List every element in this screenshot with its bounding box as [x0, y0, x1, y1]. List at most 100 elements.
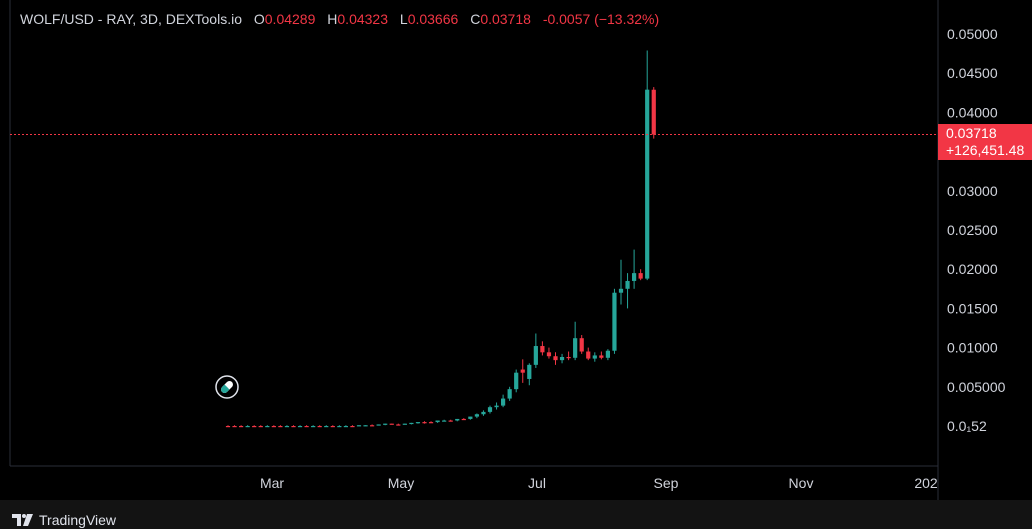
price-axis[interactable]: 0.05000 0.04500 0.04000 0.03000 0.02500 0.020… — [947, 26, 1006, 434]
candle — [514, 369, 519, 393]
candle — [232, 425, 237, 428]
candle — [239, 425, 244, 428]
candle — [304, 425, 309, 428]
price-axis-tick: 0.01000 — [947, 340, 998, 356]
candle-body — [533, 346, 538, 365]
candle-body — [376, 424, 381, 426]
candle — [527, 363, 532, 386]
price-axis-tick: 0.02500 — [947, 222, 998, 238]
candle-body — [317, 426, 322, 428]
symbol-title[interactable]: WOLF/USD - RAY, 3D, DEXTools.io — [20, 11, 242, 27]
candle-body — [468, 416, 473, 419]
candle — [586, 347, 591, 361]
candle — [376, 424, 381, 426]
candle-body — [605, 350, 610, 358]
candle-body — [324, 426, 329, 428]
candle-body — [507, 389, 512, 399]
time-axis-tick: 202 — [914, 475, 938, 491]
candle — [546, 347, 552, 359]
price-axis-tick: 0.05000 — [947, 26, 998, 42]
time-axis[interactable]: Mar May Jul Sep Nov 202 — [260, 475, 938, 491]
candle — [533, 333, 538, 368]
pill-icon[interactable] — [215, 375, 239, 399]
candle — [284, 425, 290, 428]
candle-body — [232, 426, 237, 428]
candle — [448, 419, 453, 422]
candle — [474, 413, 479, 419]
candle-body — [330, 426, 335, 428]
candle-body — [350, 426, 355, 428]
candle — [409, 422, 414, 425]
candle-body — [271, 426, 276, 428]
candle — [311, 425, 316, 428]
candle-body — [638, 273, 643, 279]
candle-body — [553, 356, 558, 361]
candle-body — [618, 288, 624, 293]
candle-body — [265, 426, 270, 428]
candle-body — [389, 423, 394, 425]
candle — [573, 321, 578, 361]
candle-body — [311, 426, 316, 428]
candle-body — [258, 426, 263, 428]
candle — [566, 351, 571, 361]
candle — [645, 50, 650, 281]
candle — [618, 259, 624, 305]
candle-body — [474, 414, 479, 417]
candle-body — [645, 89, 650, 279]
candle — [520, 359, 525, 383]
candle — [258, 425, 263, 428]
candle — [271, 425, 276, 428]
candle-body — [455, 418, 460, 421]
price-axis-tick: 0.04500 — [947, 65, 998, 81]
candle-body — [612, 292, 617, 351]
close-label: C — [470, 11, 481, 27]
candle-body — [278, 426, 283, 428]
price-axis-tick: 0.04000 — [947, 104, 998, 120]
candle — [540, 341, 545, 356]
candle-body — [573, 338, 578, 358]
time-axis-tick: Jul — [528, 475, 546, 491]
candle — [297, 425, 303, 428]
candle — [455, 418, 460, 422]
candle-body — [402, 423, 407, 425]
candle-body — [396, 424, 401, 426]
time-axis-tick: May — [388, 475, 414, 491]
candle-body — [337, 426, 342, 428]
candle — [324, 425, 329, 428]
candle-body — [245, 426, 250, 428]
candle-body — [422, 422, 427, 424]
candle — [363, 425, 368, 427]
candle — [278, 425, 283, 428]
candle-body — [461, 418, 466, 421]
candle-body — [383, 423, 388, 425]
candle-body — [579, 338, 584, 352]
footer-bar — [0, 500, 1032, 529]
candle-body — [252, 426, 257, 428]
candles-group — [225, 50, 656, 428]
change-value: -0.0057 (−13.32%) — [542, 11, 660, 27]
price-axis-tick: 0.02000 — [947, 261, 998, 277]
price-axis-tick: 0.03000 — [947, 183, 998, 199]
open-value: 0.04289 — [264, 11, 316, 27]
price-axis-tick: 0.005000 — [947, 379, 1006, 395]
candle — [383, 423, 388, 426]
candle — [435, 420, 440, 423]
candle — [442, 419, 447, 422]
candle — [225, 425, 231, 428]
candle — [343, 425, 348, 428]
candle-body — [363, 425, 368, 427]
candle-body — [546, 352, 552, 357]
candle — [330, 425, 335, 428]
tradingview-label: TradingView — [39, 512, 117, 528]
price-axis-tick: 0.0₁52 — [947, 418, 987, 434]
candle — [265, 425, 270, 428]
candle-body — [487, 407, 493, 412]
tradingview-brand[interactable]: TradingView — [12, 512, 116, 528]
high-label: H — [327, 11, 338, 27]
candle-body — [527, 364, 532, 379]
current-price-change: +126,451.48 — [946, 142, 1025, 158]
candle — [559, 353, 565, 364]
candlestick-chart[interactable]: 0.05000 0.04500 0.04000 0.03000 0.02500 0.020… — [0, 0, 1032, 500]
candle-body — [356, 425, 362, 427]
